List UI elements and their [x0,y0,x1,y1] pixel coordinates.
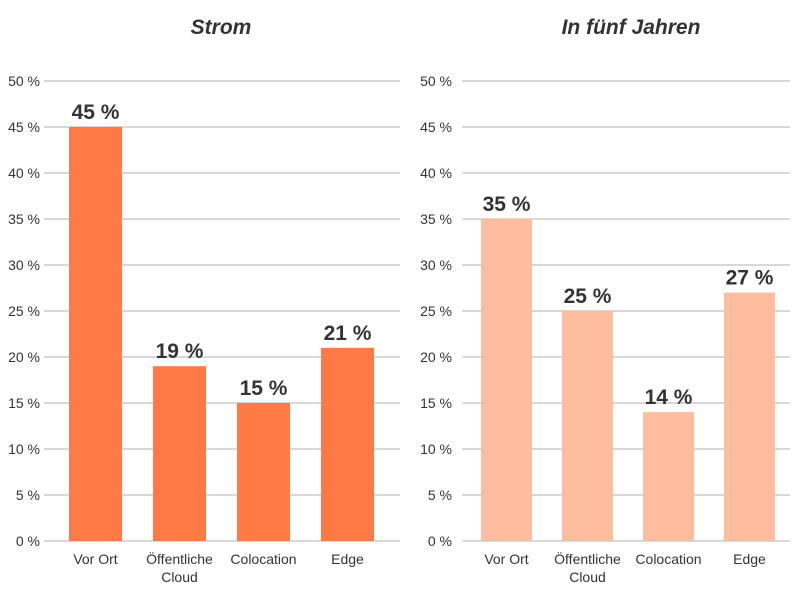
chart-panel-five-years: In fünf Jahren 0 % 5 % 10 % 15 % 20 % 25 % 30 %… [420,16,790,585]
data-label: 14 % [645,386,693,409]
bar [69,127,122,541]
y-tick-label: 40 % [8,165,40,181]
data-label: 19 % [156,340,204,363]
x-category-label: Öffentliche [146,550,213,567]
y-tick-label: 5 % [16,487,40,503]
y-tick-label: 10 % [420,441,452,457]
bar [153,366,206,541]
y-tick-label: 45 % [8,119,40,135]
data-label: 25 % [564,285,612,308]
y-tick-label: 0 % [428,533,452,549]
bar [321,347,374,541]
x-category-label: Cloud [161,569,198,585]
y-tick-label: 5 % [428,487,452,503]
bar [237,403,290,541]
x-category-label: Vor Ort [73,551,117,567]
x-category-label: Edge [331,551,364,567]
x-category-label: Cloud [569,569,606,585]
x-category-label: Vor Ort [484,551,528,567]
data-label: 27 % [726,267,774,290]
y-tick-label: 50 % [420,73,452,89]
y-tick-label: 30 % [420,257,452,273]
y-tick-label: 15 % [8,395,40,411]
y-tick-label: 10 % [8,441,40,457]
x-category-label: Colocation [635,551,701,567]
y-tick-label: 0 % [16,533,40,549]
y-tick-label: 50 % [8,73,40,89]
y-tick-label: 25 % [8,303,40,319]
data-label: 21 % [324,322,372,345]
y-tick-label: 35 % [8,211,40,227]
data-label: 35 % [483,193,531,216]
bar [481,219,532,541]
x-category-label: Edge [733,551,766,567]
y-tick-label: 20 % [420,349,452,365]
y-tick-label: 20 % [8,349,40,365]
y-tick-label: 45 % [420,119,452,135]
chart-panel-current: Strom 0 % 5 % 10 % 15 % 20 % 25 % 30 % 35 % 40 % 4… [8,16,400,585]
data-label: 15 % [240,377,288,400]
y-tick-label: 35 % [420,211,452,227]
bar [562,311,613,541]
x-category-label: Öffentliche [554,550,621,567]
data-label: 45 % [72,101,120,124]
x-category-label: Colocation [230,551,296,567]
y-tick-label: 15 % [420,395,452,411]
chart-title: Strom [191,16,252,39]
chart-title: In fünf Jahren [562,16,701,39]
bar [643,412,694,541]
bar [724,292,775,541]
y-tick-label: 40 % [420,165,452,181]
y-tick-label: 25 % [420,303,452,319]
y-tick-label: 30 % [8,257,40,273]
